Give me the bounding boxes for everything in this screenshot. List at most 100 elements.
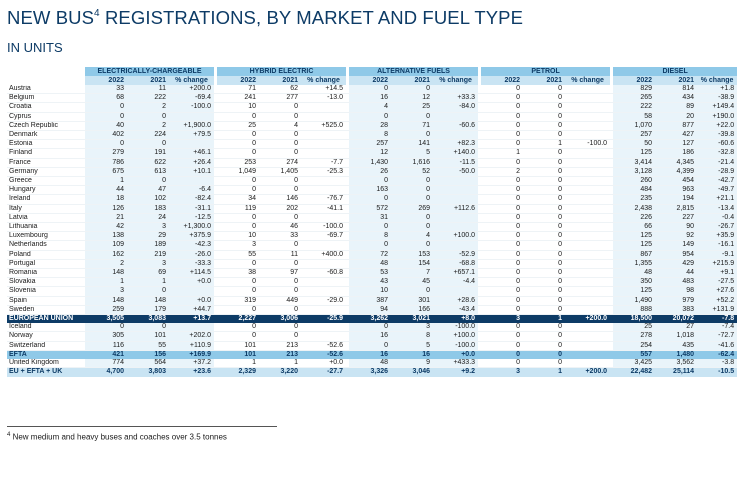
value-cell: 227 <box>655 213 698 224</box>
column-gap <box>214 232 217 242</box>
market-name: Austria <box>7 85 82 95</box>
value-cell: 0 <box>481 332 524 342</box>
column-gap <box>610 315 614 324</box>
value-cell: 44 <box>85 186 127 196</box>
value-cell: +215.9 <box>697 259 738 270</box>
value-cell: 3,414 <box>613 158 656 168</box>
column-gap <box>82 177 85 187</box>
value-cell: +9.2 <box>433 368 479 377</box>
column-gap <box>214 223 217 233</box>
value-cell: 42 <box>85 223 127 233</box>
market-name: Greece <box>7 177 82 187</box>
eu-total-row: EUROPEAN UNION 3,505 3,083 +13.7 2,227 3,006-… <box>7 315 738 324</box>
value-cell: -68.8 <box>433 259 479 270</box>
column-gap <box>478 94 482 104</box>
value-cell: 0 <box>217 131 259 141</box>
column-gap <box>214 149 217 159</box>
market-name: Czech Republic <box>7 121 82 132</box>
value-cell: 24 <box>127 213 169 224</box>
value-cell: 2,329 <box>217 368 259 377</box>
value-cell: -25.3 <box>301 167 347 178</box>
column-gap <box>346 332 350 342</box>
value-cell: 557 <box>613 350 656 360</box>
column-gap <box>610 103 614 113</box>
column-gap <box>346 306 350 316</box>
market-name: Germany <box>7 167 82 178</box>
column-gap <box>82 168 85 178</box>
value-cell: 0 <box>481 195 524 205</box>
value-cell: 0 <box>523 259 566 270</box>
value-cell: 1,049 <box>217 167 259 178</box>
value-cell: +0.0 <box>301 359 347 369</box>
value-cell: -9.1 <box>697 250 738 260</box>
value-cell: 0 <box>523 195 566 205</box>
value-cell: 0 <box>523 167 566 178</box>
value-cell: 421 <box>85 350 127 360</box>
value-cell: 257 <box>613 131 656 141</box>
value-cell: +100.0 <box>433 332 479 342</box>
column-gap <box>82 122 85 132</box>
value-cell: -27.5 <box>697 278 738 288</box>
table-row: Portugal 2 3 -33.3 0 0 48 154 -68.8 0 0 1,355 429 +21… <box>7 259 738 270</box>
value-cell: 43 <box>349 278 392 288</box>
value-cell <box>433 213 479 224</box>
value-cell: 0 <box>523 121 566 132</box>
column-gap <box>478 359 482 369</box>
value-cell: -41.6 <box>697 341 738 351</box>
value-cell: 0 <box>523 232 566 242</box>
column-gap <box>82 186 85 196</box>
value-cell: 94 <box>349 305 392 316</box>
value-cell: 222 <box>127 94 169 104</box>
value-cell <box>433 223 479 233</box>
value-cell: 0 <box>127 112 169 122</box>
value-cell: 22,482 <box>613 368 656 377</box>
value-cell: 0 <box>481 250 524 260</box>
column-gap <box>610 214 614 224</box>
value-cell: 11 <box>259 250 301 260</box>
value-cell: +0.0 <box>169 278 214 288</box>
column-gap <box>610 251 614 260</box>
value-cell: 126 <box>85 204 127 214</box>
column-gap <box>610 122 614 132</box>
column-gap <box>346 94 350 104</box>
value-cell: 148 <box>127 296 169 306</box>
value-cell <box>301 186 347 196</box>
column-header: 2022 <box>613 76 656 85</box>
column-gap <box>346 122 350 132</box>
market-name: Denmark <box>7 131 82 141</box>
value-cell <box>433 186 479 196</box>
value-cell <box>565 94 611 104</box>
column-header: % change <box>169 76 214 85</box>
value-cell: 186 <box>655 149 698 159</box>
column-gap <box>478 350 482 360</box>
value-cell: 1 <box>85 278 127 288</box>
column-gap <box>346 342 350 351</box>
column-gap <box>610 350 614 360</box>
value-cell: 97 <box>259 269 301 279</box>
value-cell <box>565 305 611 316</box>
value-cell: 0 <box>217 177 259 187</box>
column-gap <box>214 306 217 316</box>
value-cell: 350 <box>613 278 656 288</box>
value-cell <box>301 305 347 316</box>
table-row: Cyprus 0 0 0 0 0 0 0 0 58 20 +190.0 <box>7 112 738 122</box>
value-cell: 222 <box>613 103 656 113</box>
value-cell <box>565 287 611 297</box>
value-cell: 72 <box>349 250 392 260</box>
value-cell: 0 <box>391 186 434 196</box>
value-cell: +131.9 <box>697 305 738 316</box>
value-cell: 25 <box>391 103 434 113</box>
market-name: Portugal <box>7 259 82 270</box>
value-cell: 622 <box>127 158 169 168</box>
value-cell <box>565 278 611 288</box>
value-cell: 1 <box>85 177 127 187</box>
value-cell: +525.0 <box>301 121 347 132</box>
value-cell: 0 <box>523 223 566 233</box>
value-cell: 0 <box>127 177 169 187</box>
value-cell: 0 <box>391 177 434 187</box>
column-gap <box>346 297 350 306</box>
column-gap <box>82 223 85 233</box>
value-cell: -52.9 <box>433 250 479 260</box>
value-cell: 141 <box>391 140 434 150</box>
value-cell: -10.5 <box>697 368 738 377</box>
